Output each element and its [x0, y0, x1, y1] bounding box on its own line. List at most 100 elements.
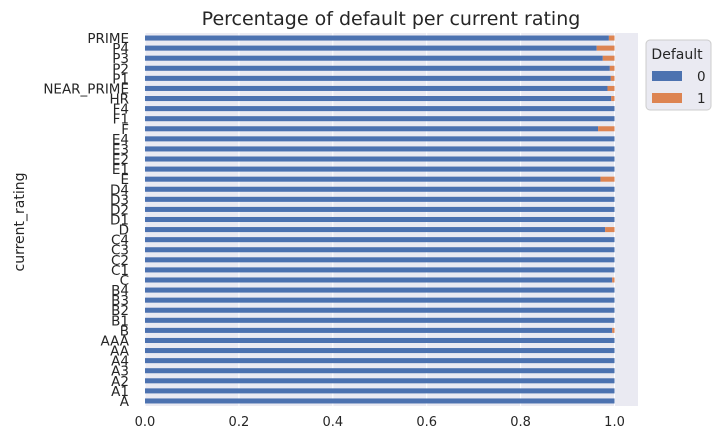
y-tick-label: AAA — [101, 333, 130, 349]
x-tick-label: 0.4 — [322, 415, 343, 430]
bar-default-0-E1 — [145, 166, 615, 172]
y-tick-label: A3 — [111, 364, 129, 380]
bar-default-0-C3 — [145, 247, 615, 253]
y-tick-label: C1 — [111, 263, 129, 279]
x-tick-label: 0.2 — [229, 415, 250, 430]
y-tick-label: F — [121, 122, 129, 138]
y-tick-label: E1 — [112, 162, 129, 178]
bar-default-1-E — [600, 176, 615, 182]
legend: Default 0 1 — [645, 39, 712, 111]
y-ticks: AA1A2A3A4AAAAABB1B2B3B4CC1C2C3C4DD1D2D3D… — [43, 31, 129, 410]
y-tick-label: HR — [109, 92, 129, 108]
chart-title: Percentage of default per current rating — [202, 8, 581, 30]
bar-default-1-P4 — [596, 45, 615, 51]
bar-default-1-P3 — [602, 55, 615, 61]
bar-default-0-A — [145, 398, 615, 404]
bar-default-1-P1 — [610, 75, 615, 81]
bar-default-0-B4 — [145, 287, 615, 293]
legend-label-1: 1 — [697, 91, 706, 107]
bar-default-0-B1 — [145, 317, 615, 323]
y-tick-label: D1 — [110, 213, 129, 229]
bar-default-1-D — [605, 227, 615, 233]
y-tick-label: C — [120, 273, 129, 289]
y-tick-label: P1 — [112, 71, 129, 87]
bar-default-1-F — [598, 126, 615, 132]
x-ticks: 0.0 0.2 0.4 0.6 0.8 1.0 — [135, 415, 625, 430]
y-tick-label: C4 — [111, 233, 129, 249]
bar-default-0-D3 — [145, 196, 615, 202]
bar-default-0-D4 — [145, 186, 615, 192]
bar-default-0-D — [145, 227, 606, 233]
bar-default-0-P2 — [145, 65, 610, 71]
bar-default-0-B2 — [145, 307, 615, 313]
bar-default-1-NEAR_PRIME — [607, 85, 615, 91]
bar-default-0-A1 — [145, 388, 615, 394]
bar-default-0-F4 — [145, 106, 615, 112]
x-tick-label: 0.8 — [510, 415, 531, 430]
y-tick-label: D4 — [110, 182, 129, 198]
bar-default-0-NEAR_PRIME — [145, 85, 608, 91]
y-tick-label: E3 — [112, 142, 129, 158]
y-tick-label: C2 — [111, 253, 129, 269]
y-tick-label: B — [120, 323, 129, 339]
bar-default-0-A3 — [145, 368, 615, 374]
y-tick-label: B1 — [111, 313, 129, 329]
bar-default-0-B3 — [145, 297, 615, 303]
legend-label-0: 0 — [697, 69, 706, 85]
bar-default-0-HR — [145, 96, 612, 102]
legend-swatch-1 — [652, 93, 682, 103]
x-tick-label: 0.6 — [416, 415, 437, 430]
y-tick-label: E — [120, 172, 129, 188]
y-tick-label: F4 — [113, 102, 129, 118]
bar-default-0-A4 — [145, 358, 615, 364]
y-tick-label: A2 — [111, 374, 129, 390]
x-tick-label: 0.0 — [135, 415, 156, 430]
y-tick-label: B4 — [111, 283, 129, 299]
bar-default-1-P2 — [609, 65, 615, 71]
bar-default-0-A2 — [145, 378, 615, 384]
bar-default-0-C2 — [145, 257, 615, 263]
bars — [145, 35, 615, 404]
bar-default-0-C4 — [145, 237, 615, 243]
y-tick-label: B3 — [111, 293, 129, 309]
y-tick-label: A1 — [111, 384, 129, 400]
bar-default-0-PRIME — [145, 35, 609, 41]
y-axis-label: current_rating — [12, 173, 28, 272]
bar-default-0-E4 — [145, 136, 615, 142]
y-tick-label: E4 — [112, 132, 129, 148]
legend-title: Default — [651, 47, 703, 63]
bar-default-1-C — [612, 277, 615, 283]
bar-default-0-D2 — [145, 206, 615, 212]
x-tick-label: 1.0 — [604, 415, 625, 430]
y-tick-label: AA — [110, 344, 130, 360]
bar-default-0-B — [145, 327, 613, 333]
y-tick-label: E2 — [112, 152, 129, 168]
y-tick-label: A — [120, 394, 130, 410]
bar-default-1-B — [612, 327, 615, 333]
y-tick-label: P4 — [112, 41, 129, 57]
y-tick-label: B2 — [111, 303, 129, 319]
y-tick-label: P3 — [112, 51, 129, 67]
bar-default-0-E2 — [145, 156, 615, 162]
bar-default-0-F1 — [145, 116, 615, 122]
y-tick-label: D2 — [110, 202, 129, 218]
bar-default-0-AAA — [145, 337, 615, 343]
y-tick-label: D — [119, 223, 129, 239]
bar-default-0-F — [145, 126, 599, 132]
bar-default-0-P4 — [145, 45, 597, 51]
y-tick-label: A4 — [111, 354, 129, 370]
y-tick-label: NEAR_PRIME — [43, 81, 129, 97]
bar-default-0-E — [145, 176, 601, 182]
legend-swatch-0 — [652, 71, 682, 81]
bar-default-0-P3 — [145, 55, 603, 61]
bar-default-0-D1 — [145, 216, 615, 223]
bar-default-0-P1 — [145, 75, 611, 81]
y-tick-label: C3 — [111, 243, 129, 259]
bar-default-0-E3 — [145, 146, 615, 152]
bar-default-0-AA — [145, 348, 615, 354]
bar-default-1-HR — [611, 96, 615, 102]
y-tick-label: P2 — [112, 61, 129, 77]
bar-default-0-C1 — [145, 267, 615, 273]
y-tick-label: PRIME — [87, 31, 129, 47]
